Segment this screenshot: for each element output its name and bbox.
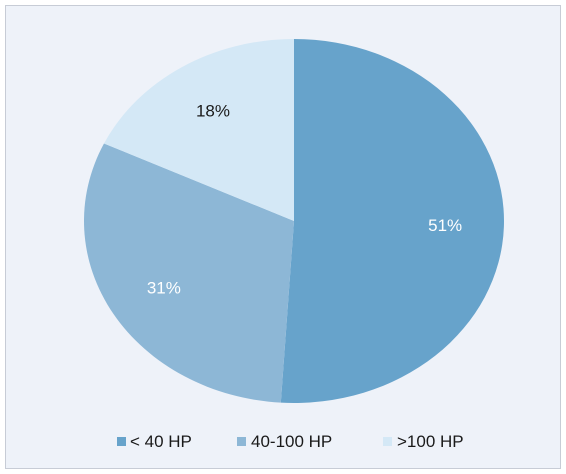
pie-slice-gt-100-hp — [103, 38, 294, 221]
legend: < 40 HP 40-100 HP >100 HP — [117, 432, 464, 451]
legend-swatch-gt-100-hp — [383, 437, 392, 446]
pie-slices — [84, 38, 505, 403]
legend-swatch-lt-40-hp — [117, 437, 126, 446]
pie-slice-40-100-hp — [84, 143, 295, 403]
slice-label-lt-40-hp: 51% — [428, 216, 462, 235]
legend-label-lt-40-hp: < 40 HP — [130, 432, 192, 451]
pie-slice-lt-40-hp — [280, 39, 505, 403]
legend-swatch-40-100-hp — [237, 437, 246, 446]
legend-label-gt-100-hp: >100 HP — [397, 432, 464, 451]
legend-label-40-100-hp: 40-100 HP — [251, 432, 332, 451]
pie-slice-labels: 51% 31% 18% — [147, 101, 462, 297]
slice-label-40-100-hp: 31% — [147, 279, 181, 298]
slice-label-gt-100-hp: 18% — [196, 101, 230, 120]
